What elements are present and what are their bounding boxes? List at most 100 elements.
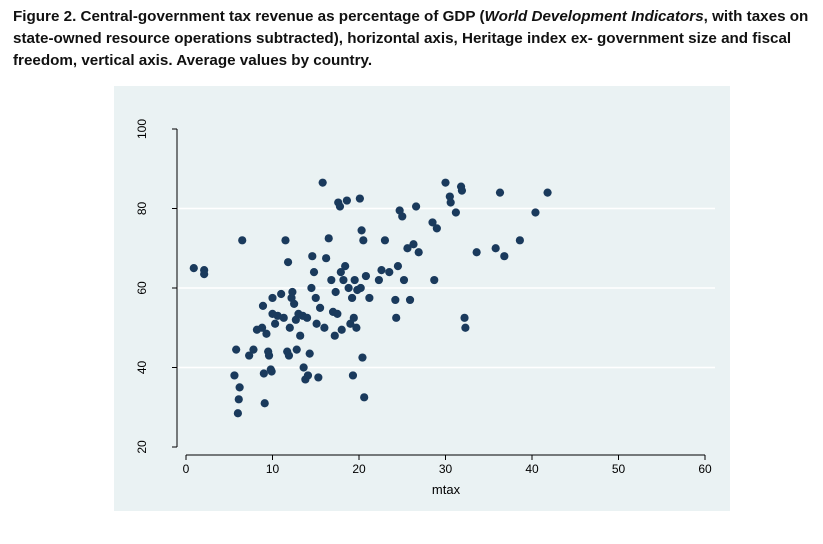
data-point xyxy=(232,345,241,354)
axes: 20 40 60 80 100 0 10 20 30 40 50 60 xyxy=(135,119,712,476)
data-point xyxy=(374,275,383,285)
data-point xyxy=(233,409,242,418)
data-point xyxy=(342,196,351,205)
data-point xyxy=(260,399,269,408)
data-point xyxy=(347,293,357,303)
x-axis-label: mtax xyxy=(432,482,461,497)
data-point xyxy=(299,363,308,372)
data-point xyxy=(377,266,386,275)
data-point xyxy=(414,248,423,257)
data-point xyxy=(283,258,293,267)
data-point xyxy=(288,287,297,297)
y-tick-label-80: 80 xyxy=(135,202,149,216)
data-point xyxy=(292,345,301,354)
data-point xyxy=(365,293,374,303)
y-tick-label-20: 20 xyxy=(135,440,149,454)
gridlines xyxy=(177,207,715,369)
data-point xyxy=(259,369,268,378)
data-point xyxy=(356,283,365,293)
data-point xyxy=(341,262,350,271)
data-point xyxy=(403,244,412,253)
caption-text-2: , with taxes on state-owned resource ope… xyxy=(13,8,809,69)
data-point xyxy=(311,293,320,303)
data-point xyxy=(500,252,509,261)
data-point xyxy=(350,275,359,285)
data-point xyxy=(392,313,401,322)
caption-source: World Development Indicators xyxy=(484,8,704,25)
data-point xyxy=(380,236,390,245)
plot-region xyxy=(177,124,715,455)
data-point xyxy=(460,313,469,322)
data-point xyxy=(284,351,294,360)
data-point xyxy=(230,371,239,380)
y-tick-label-60: 60 xyxy=(135,281,149,295)
data-point xyxy=(309,268,319,277)
data-point xyxy=(324,234,333,243)
data-point xyxy=(268,293,277,303)
data-point xyxy=(262,329,271,338)
data-point xyxy=(277,289,286,299)
data-point xyxy=(235,383,244,392)
y-tick-label-40: 40 xyxy=(135,361,149,375)
data-point xyxy=(357,226,366,235)
data-point xyxy=(267,367,276,376)
data-point xyxy=(234,395,243,404)
data-point xyxy=(472,248,481,257)
x-tick-label-20: 20 xyxy=(352,462,366,476)
data-point xyxy=(322,254,331,263)
data-point xyxy=(336,268,345,277)
caption-label: Figure 2. xyxy=(13,8,77,25)
data-point xyxy=(318,178,327,187)
data-point xyxy=(335,202,345,211)
x-tick-label-10: 10 xyxy=(266,462,280,476)
data-point xyxy=(457,186,467,195)
data-point xyxy=(428,218,437,227)
data-point xyxy=(361,271,371,281)
data-point xyxy=(200,269,209,279)
data-point xyxy=(346,319,355,328)
data-point xyxy=(405,295,415,305)
data-point xyxy=(344,283,353,293)
data-point xyxy=(491,244,500,253)
data-point xyxy=(279,313,288,322)
data-point xyxy=(359,236,368,245)
data-point xyxy=(515,236,524,245)
data-point xyxy=(495,188,505,197)
x-tick-label-0: 0 xyxy=(183,462,190,476)
data-point xyxy=(409,240,418,249)
data-point xyxy=(352,323,361,332)
data-point xyxy=(314,373,323,382)
data-point xyxy=(337,325,346,334)
data-point xyxy=(281,236,290,245)
data-point xyxy=(348,371,358,380)
data-point xyxy=(258,301,268,310)
data-point xyxy=(315,303,325,312)
data-point xyxy=(461,323,470,332)
data-point xyxy=(441,178,450,187)
data-point xyxy=(249,345,258,354)
data-point xyxy=(189,264,198,273)
data-point xyxy=(303,313,312,322)
data-point xyxy=(339,275,348,285)
data-point xyxy=(333,309,342,318)
data-point xyxy=(355,194,364,203)
data-point xyxy=(411,202,421,211)
data-point xyxy=(264,351,274,360)
data-point xyxy=(393,262,403,271)
data-point xyxy=(451,208,460,217)
data-point xyxy=(432,224,441,233)
data-point xyxy=(270,319,280,328)
data-point xyxy=(238,236,247,245)
data-point xyxy=(399,275,409,285)
data-point xyxy=(358,353,367,362)
data-point xyxy=(327,275,336,285)
data-point xyxy=(303,371,313,380)
y-tick-label-100: 100 xyxy=(135,119,149,139)
x-tick-label-60: 60 xyxy=(698,462,712,476)
data-point xyxy=(385,268,394,277)
data-point xyxy=(331,287,340,297)
data-point xyxy=(320,323,329,332)
data-point xyxy=(543,188,552,197)
